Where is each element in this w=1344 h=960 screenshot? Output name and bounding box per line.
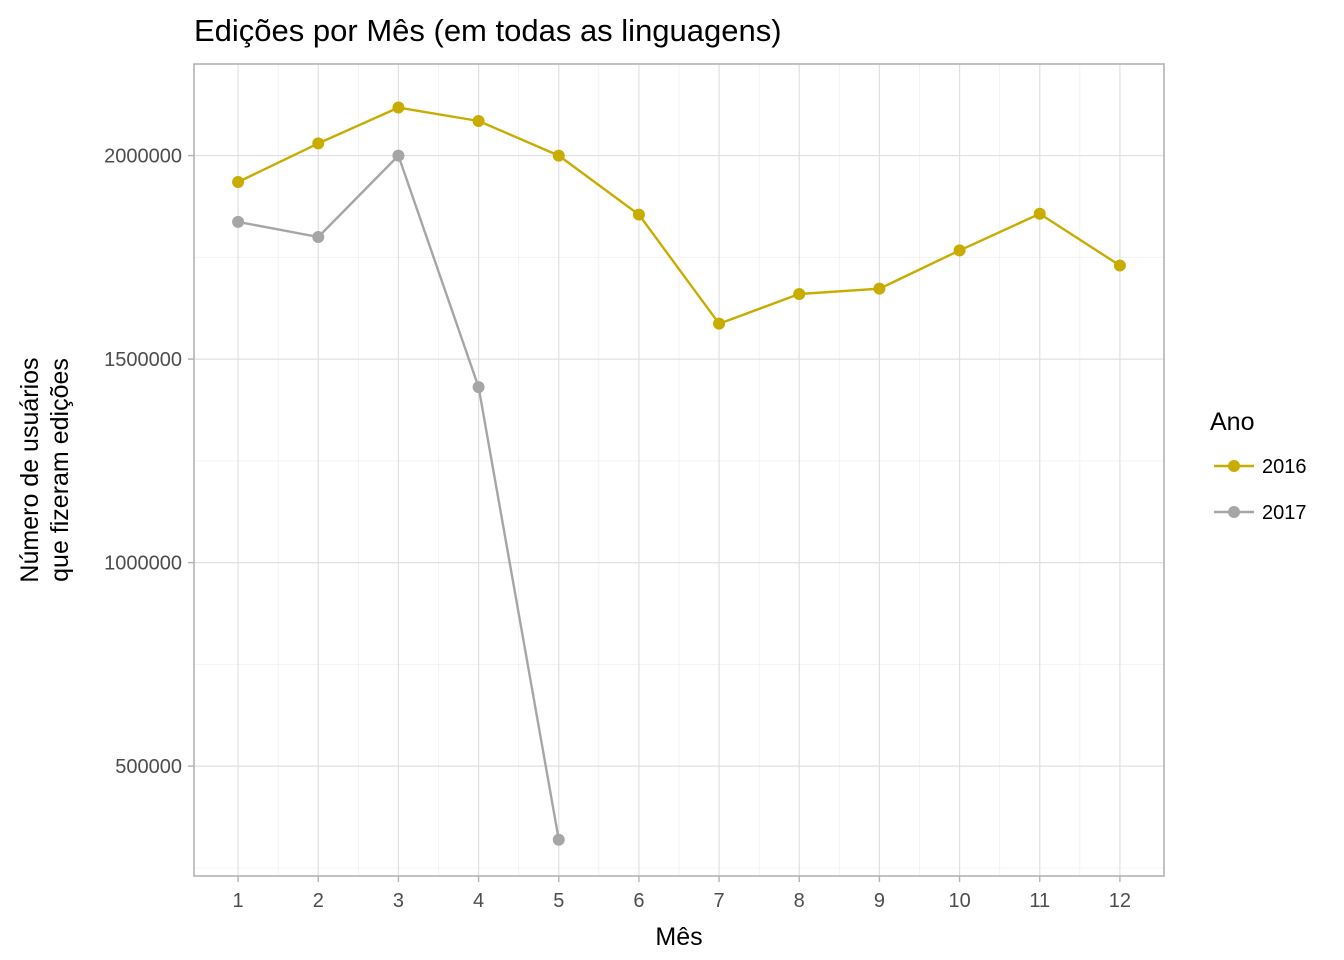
data-point-2016 [793,287,806,300]
y-tick-label: 500000 [115,756,182,778]
x-tick-label: 10 [948,890,970,912]
major-gridlines [194,64,1164,876]
x-tick-label: 6 [633,890,644,912]
data-point-2016 [713,317,726,330]
data-point-2017 [312,230,325,243]
legend-key-point [1228,506,1240,518]
data-point-2016 [312,137,325,150]
series-layer [232,101,1126,846]
y-tick-label: 1500000 [104,349,182,371]
data-point-2016 [472,114,485,127]
legend-label: 2017 [1262,502,1307,524]
minor-gridlines [194,64,1164,876]
series-line-2016 [237,106,1121,325]
y-tick-label: 1000000 [104,553,182,575]
x-tick-label: 3 [393,890,404,912]
x-axis-title: Mês [655,923,702,951]
legend-key-point [1228,460,1240,472]
x-tick-label: 11 [1029,890,1050,912]
y-axis-title: Número de usuários que fizeram edições [16,357,74,582]
data-point-2016 [392,101,405,114]
data-point-2016 [1033,207,1046,220]
data-point-2016 [632,208,645,221]
x-tick-label: 7 [714,890,725,912]
panel-border [193,63,1165,877]
x-tick-label: 5 [553,890,564,912]
y-tick-label: 2000000 [104,146,182,168]
data-point-2016 [1113,259,1126,272]
x-axis: 1 2 3 4 5 6 7 8 9 10 11 12 [233,876,1131,912]
x-tick-label: 4 [473,890,484,912]
data-point-2017 [232,215,245,228]
x-tick-label: 1 [233,890,244,912]
data-point-2016 [873,282,886,295]
plot-panel [193,63,1165,877]
x-tick-label: 8 [794,890,805,912]
y-axis-title-line-1: Número de usuários [16,357,44,582]
y-axis: 500000 1000000 1500000 2000000 [104,146,194,778]
data-point-2017 [472,381,485,394]
legend-title: Ano [1210,408,1254,436]
data-point-2016 [953,244,966,257]
data-point-2016 [552,149,565,162]
x-tick-label: 12 [1109,890,1131,912]
y-axis-title-line-2: que fizeram edições [46,358,74,582]
chart-title: Edições por Mês (em todas as linguagens) [194,13,782,48]
legend-label: 2016 [1262,456,1307,478]
data-point-2016 [232,176,245,189]
data-point-2017 [552,833,565,846]
data-point-2017 [392,149,405,162]
x-tick-label: 2 [313,890,324,912]
x-tick-label: 9 [874,890,885,912]
legend: Ano 2016 2017 [1210,408,1307,524]
